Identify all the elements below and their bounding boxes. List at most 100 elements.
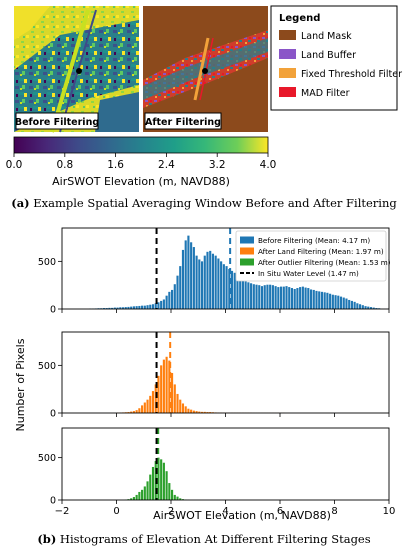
histogram-bar	[201, 261, 203, 309]
histogram-bar	[179, 400, 181, 413]
histogram-bar	[285, 286, 287, 309]
axes-frame	[62, 332, 389, 413]
location-marker	[76, 68, 82, 74]
axes-frame	[62, 428, 389, 500]
histogram-bar	[362, 305, 364, 309]
histogram-legend-label: In Situ Water Level (1.47 m)	[258, 269, 359, 278]
histogram-bar	[152, 391, 154, 413]
histogram-bar	[245, 281, 247, 309]
histogram-legend-label: After Outlier Filtering (Mean: 1.53 m)	[258, 258, 391, 267]
histogram-bar	[174, 384, 176, 413]
map-legend-title: Legend	[279, 13, 320, 24]
histogram-bar	[283, 287, 285, 309]
histogram-bar	[291, 288, 293, 309]
histogram-bar	[217, 258, 219, 309]
caption-b: (b) Histograms of Elevation At Different…	[37, 532, 370, 546]
histogram-bar	[337, 296, 339, 309]
histogram-bar	[152, 467, 154, 500]
histogram-bar	[149, 475, 151, 500]
histogram-bar	[345, 299, 347, 309]
histogram-bar	[266, 285, 268, 309]
histogram-bar	[171, 290, 173, 309]
y-tick-label: 500	[38, 361, 56, 372]
histogram-bar	[326, 293, 328, 309]
histogram-bar	[190, 242, 192, 309]
histogram-bar	[277, 287, 279, 309]
y-tick-label: 500	[38, 453, 56, 464]
histogram-bar	[307, 288, 309, 309]
histogram-bar	[157, 376, 159, 413]
shared-y-axis-label: Number of Pixels	[14, 338, 27, 431]
histogram-bar	[138, 408, 140, 413]
histogram-bar	[315, 291, 317, 309]
histogram-bar	[144, 486, 146, 500]
histogram-3: 0500−2 0 2 4 6 8 10	[38, 428, 396, 517]
before-filtering-label-box: Before Filtering	[15, 113, 99, 129]
x-axis-label: AirSWOT Elevation (m, NAVD88)	[153, 509, 331, 522]
histogram-bar	[187, 236, 189, 309]
histogram-bar	[340, 297, 342, 309]
histogram-bar	[168, 483, 170, 500]
histogram-bar	[215, 256, 217, 309]
histogram-legend-swatch	[240, 248, 254, 255]
colorbar-tick-label: 3.2	[209, 159, 226, 171]
histogram-bar	[275, 286, 277, 309]
histogram-bar	[242, 280, 244, 309]
histogram-bar	[166, 357, 168, 413]
histogram-bar	[138, 306, 140, 309]
y-tick-label: 0	[50, 305, 56, 316]
before-filtering-label: Before Filtering	[15, 117, 99, 128]
map-legend-swatch	[279, 30, 296, 40]
histogram-bar	[299, 287, 301, 309]
map-legend-swatch	[279, 49, 296, 59]
histogram-bar	[204, 256, 206, 309]
after-filtering-label-box: After Filtering	[145, 113, 221, 129]
histogram-2: 0 500	[38, 332, 389, 420]
caption-a: (a) Example Spatial Averaging Window Bef…	[11, 196, 397, 210]
histogram-bar	[176, 394, 178, 413]
histogram-bar	[160, 301, 162, 309]
histogram-bar	[198, 259, 200, 309]
y-tick-label: 0	[50, 496, 56, 507]
histogram-bar	[206, 252, 208, 309]
histogram-bar	[174, 495, 176, 500]
histogram-bar	[351, 301, 353, 309]
histogram-bar	[348, 300, 350, 309]
histogram-legend-swatch	[240, 259, 254, 266]
map-legend-label: Land Mask	[301, 31, 352, 42]
colorbar-label: AirSWOT Elevation (m, NAVD88)	[52, 175, 230, 188]
colorbar-tick-label: 1.6	[107, 159, 124, 171]
histogram-bar	[174, 284, 176, 309]
histogram-bar	[149, 305, 151, 309]
histogram-bar	[269, 285, 271, 309]
map-legend: Legend Land Mask Land Buffer Fixed Thresho…	[271, 6, 402, 110]
histogram-legend-swatch	[240, 237, 254, 244]
histogram-bar	[231, 271, 233, 309]
histogram-bar	[163, 463, 165, 500]
histogram-bar	[146, 400, 148, 413]
histogram-bar	[149, 396, 151, 413]
map-legend-swatch	[279, 68, 296, 78]
x-tick-label: 0	[113, 506, 119, 517]
histogram-bar	[171, 373, 173, 413]
histogram-bar	[280, 287, 282, 309]
histogram-bar	[187, 409, 189, 413]
histogram-bar	[163, 360, 165, 413]
histogram-bar	[313, 290, 315, 309]
histogram-bar	[138, 492, 140, 500]
histogram-bar	[356, 303, 358, 309]
x-tick-label: 10	[383, 506, 396, 517]
map-legend-label: MAD Filter	[301, 88, 350, 99]
histogram-bar	[144, 306, 146, 309]
histogram-bar	[193, 247, 195, 309]
histogram-bar	[168, 292, 170, 309]
histogram-legend-label: Before Filtering (Mean: 4.17 m)	[258, 236, 370, 245]
histogram-bar	[141, 306, 143, 309]
histogram-bar	[166, 471, 168, 500]
histogram-bar	[359, 304, 361, 309]
y-tick-label: 0	[50, 409, 56, 420]
histogram-bar	[223, 264, 225, 309]
map-legend-swatch	[279, 87, 296, 97]
histogram-bar	[160, 459, 162, 500]
